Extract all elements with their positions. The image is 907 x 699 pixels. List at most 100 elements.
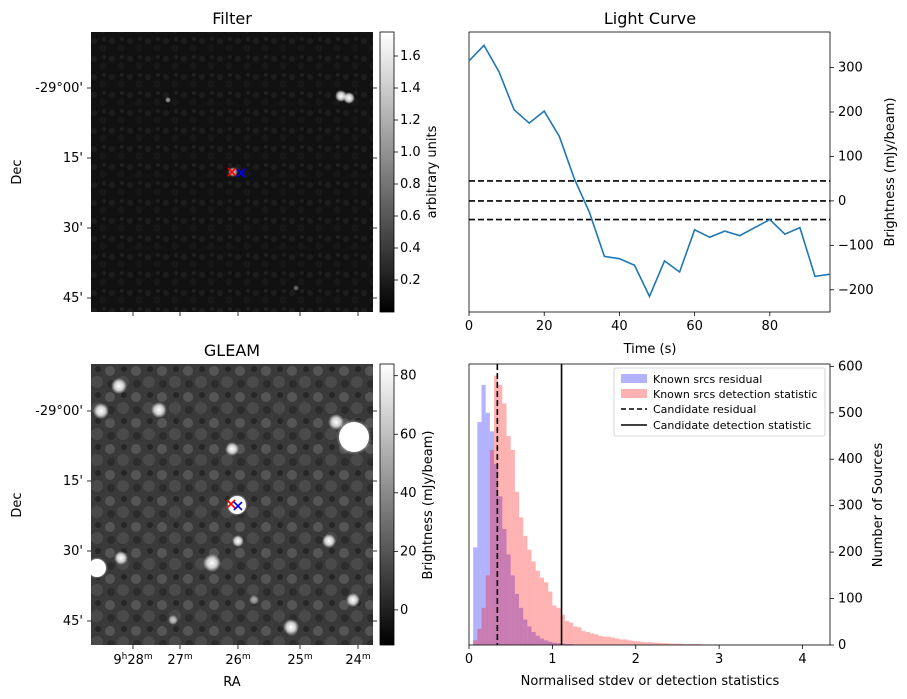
- gleam-colorbar-ticks: 0 20 40 60 80: [394, 369, 417, 618]
- residual-bar: [523, 619, 528, 645]
- histogram-x-ticks: 0 1 2 3 4: [465, 645, 807, 667]
- detection-bar: [552, 605, 557, 645]
- filter-colorbar: [379, 31, 395, 313]
- detection-bar: [531, 561, 536, 645]
- detection-bar: [489, 449, 495, 645]
- lightcurve-plot-area: [468, 31, 831, 313]
- filter-title: Filter: [212, 9, 252, 28]
- colorbar-tick-label: 1.4: [400, 81, 421, 96]
- detection-bar: [510, 449, 515, 645]
- residual-bar: [535, 635, 540, 645]
- x-tick-label: 20: [536, 319, 553, 334]
- y-tick-label: 400: [838, 452, 863, 467]
- residual-bar: [564, 644, 570, 645]
- detection-bar: [514, 491, 520, 645]
- residual-bar: [494, 463, 499, 645]
- x-tick-label: 60: [686, 319, 703, 334]
- y-tick-label: 300: [838, 499, 863, 514]
- detection-bar: [481, 607, 486, 645]
- gleam-title: GLEAM: [204, 341, 260, 360]
- dec-tick-label: -29°00': [35, 81, 83, 96]
- lightcurve-xlabel: Time (s): [623, 342, 677, 357]
- histogram-legend: Known srcs residual Known srcs detection…: [613, 367, 826, 437]
- x-tick-label: 80: [762, 319, 779, 334]
- residual-bar: [506, 554, 511, 645]
- detection-bar: [494, 375, 499, 645]
- residual-bar: [556, 643, 561, 645]
- y-tick-label: 0: [838, 194, 846, 209]
- colorbar-tick-label: 0: [400, 603, 408, 618]
- y-tick-label: −200: [838, 283, 874, 298]
- filter-faint-source: [165, 97, 171, 103]
- histogram-frame: [468, 363, 831, 646]
- detection-bar: [502, 403, 507, 645]
- residual-bar: [510, 575, 515, 645]
- detection-bar: [569, 622, 574, 645]
- detection-bar: [669, 643, 674, 645]
- detection-bar: [660, 643, 665, 645]
- legend-label-residual: Known srcs residual: [653, 373, 762, 386]
- y-tick-label: 0: [838, 638, 846, 653]
- detection-bar: [694, 644, 699, 645]
- detection-bar: [644, 642, 649, 645]
- y-tick-label: 100: [838, 592, 863, 607]
- detection-bar: [477, 628, 482, 645]
- dec-tick-label: 45': [63, 614, 83, 629]
- detection-bar: [594, 634, 599, 645]
- filter-panel: Filter -29°00' 15' 30' 45' Dec 0.2 0.4 0.6 0.8…: [10, 9, 440, 316]
- detection-bar: [685, 644, 690, 645]
- residual-bar: [552, 642, 557, 645]
- filter-bright-source: [343, 92, 355, 104]
- detection-bar: [656, 642, 661, 645]
- histogram-panel: 0 1 2 3 4 0 100 200 300 400 500 600 Normalised std…: [465, 359, 886, 689]
- residual-bar: [481, 384, 486, 645]
- detection-bar: [485, 575, 490, 645]
- x-tick-label: 2: [632, 652, 640, 667]
- detection-bar: [577, 627, 582, 645]
- colorbar-tick-label: 1.2: [400, 113, 421, 128]
- colorbar-tick-label: 0.2: [400, 273, 421, 288]
- filter-faint-source: [293, 285, 299, 291]
- detection-bar: [673, 643, 678, 645]
- dec-tick-label: 45': [63, 291, 83, 306]
- legend-label-detection: Known srcs detection statistic: [653, 388, 817, 401]
- filter-ylabel: Dec: [10, 159, 25, 184]
- residual-bar: [502, 528, 507, 645]
- legend-label-candidate-detection: Candidate detection statistic: [653, 419, 811, 432]
- detection-bar: [564, 620, 570, 645]
- detection-bar: [664, 643, 670, 645]
- filter-marker-red-x: [227, 167, 237, 177]
- residual-bar: [473, 547, 478, 645]
- residual-bar: [477, 422, 482, 645]
- detection-bar: [523, 535, 528, 645]
- detection-bar: [689, 644, 695, 645]
- x-tick-label: 0: [465, 652, 473, 667]
- residual-bar: [527, 626, 532, 645]
- lightcurve-ylabel: Brightness (mJy/beam): [883, 98, 898, 247]
- ra-tick-label: 24m: [345, 652, 370, 668]
- y-tick-label: 300: [838, 61, 863, 76]
- detection-bar: [519, 517, 524, 645]
- x-tick-label: 1: [548, 652, 556, 667]
- residual-bar: [548, 641, 553, 645]
- detection-bar: [589, 633, 595, 645]
- gleam-xlabel: RA: [223, 675, 241, 690]
- y-tick-label: 100: [838, 149, 863, 164]
- detection-bar: [610, 637, 615, 645]
- detection-bar: [639, 641, 645, 645]
- legend-swatch-residual: [621, 374, 647, 383]
- gleam-panel: GLEAM -29°00'1: [10, 341, 436, 690]
- y-tick-label: 500: [838, 406, 863, 421]
- colorbar-tick-label: 60: [400, 427, 417, 442]
- detection-bar: [598, 635, 603, 645]
- lightcurve-panel: Light Curve 0 20 40 60 80 −200 −100 0 100 200 300…: [465, 9, 898, 357]
- dec-tick-label: -29°00': [35, 404, 83, 419]
- residual-bar: [485, 412, 490, 645]
- detection-bar: [581, 631, 586, 645]
- detection-bar: [677, 643, 682, 645]
- dec-tick-label: 30': [63, 221, 83, 236]
- detection-bar: [539, 577, 545, 645]
- detection-bar: [619, 639, 624, 645]
- detection-bar: [473, 640, 478, 645]
